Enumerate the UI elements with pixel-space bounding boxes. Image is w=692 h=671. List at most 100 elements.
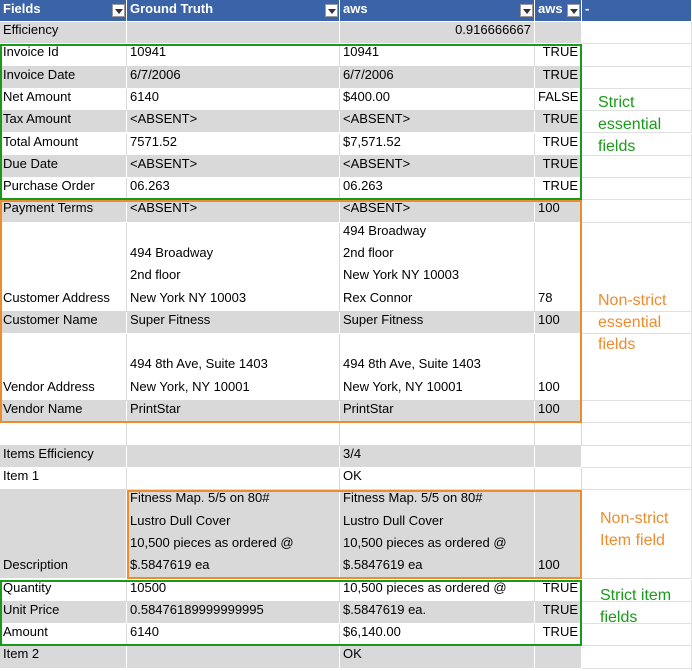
annotation-text: Strict essential fields <box>598 94 662 155</box>
cell <box>535 646 582 669</box>
cell-text: Fields <box>3 1 41 17</box>
cell-text: 100 <box>538 401 560 417</box>
cell-text: Payment Terms <box>3 200 94 216</box>
cell: 10500 <box>127 579 340 602</box>
empty-cell <box>582 22 692 45</box>
cell: OK <box>340 468 535 491</box>
cell-text: 0.916666667 <box>455 22 531 37</box>
empty-cell <box>582 334 692 402</box>
cell: Item 1 <box>0 468 127 491</box>
cell <box>127 445 340 468</box>
cell: 494 8th Ave, Suite 1403 New York, NY 100… <box>127 334 340 402</box>
cell-text: Description <box>3 557 69 573</box>
cell: <ABSENT> <box>340 111 535 134</box>
cell <box>127 646 340 669</box>
cell-text: 6/7/2006 <box>130 66 181 82</box>
cell-text: 494 Broadway 2nd floor New York NY 10003… <box>343 222 460 305</box>
cell: <ABSENT> <box>127 111 340 134</box>
cell: 100 <box>535 200 582 223</box>
cell-text: Customer Address <box>3 289 110 305</box>
cell-text: Quantity <box>3 579 52 595</box>
cell-text: $6,140.00 <box>343 624 401 640</box>
cell-text: 3/4 <box>343 445 362 461</box>
empty-cell <box>582 445 692 468</box>
cell-text: <ABSENT> <box>130 155 198 171</box>
cell-text: 10500 <box>130 579 167 595</box>
cell-text: TRUE <box>542 601 578 617</box>
cell-text: 7571.52 <box>130 133 177 149</box>
empty-cell <box>582 200 692 223</box>
cell: Fitness Map. 5/5 on 80# Lustro Dull Cove… <box>127 490 340 580</box>
annotation-box <box>0 200 582 424</box>
cell <box>535 22 582 45</box>
cell-text: Item 1 <box>3 468 40 483</box>
cell: Description <box>0 490 127 580</box>
cell: 494 8th Ave, Suite 1403 New York, NY 100… <box>340 334 535 402</box>
cell-text: TRUE <box>542 624 578 640</box>
cell: Purchase Order <box>0 178 127 201</box>
annotation-box <box>0 44 582 201</box>
cell-text: <ABSENT> <box>343 111 411 127</box>
cell: <ABSENT> <box>340 200 535 223</box>
cell-text: 0.58476189999999995 <box>130 601 264 617</box>
cell: Net Amount <box>0 88 127 112</box>
filter-button[interactable] <box>567 4 580 17</box>
cell-text: aws <box>538 1 563 17</box>
cell: 0.58476189999999995 <box>127 601 340 625</box>
cell: $7,571.52 <box>340 133 535 156</box>
cell-text: <ABSENT> <box>343 155 411 171</box>
cell-text: Due Date <box>3 155 58 171</box>
filter-button[interactable] <box>112 4 125 17</box>
filter-button[interactable] <box>520 4 533 17</box>
cell: $.5847619 ea. <box>340 601 535 625</box>
cell-text: 10941 <box>343 44 380 60</box>
empty-cell <box>582 423 692 446</box>
cell-text: 06.263 <box>130 178 170 194</box>
cell: TRUE <box>535 133 582 156</box>
cell: 7571.52 <box>127 133 340 156</box>
cell-text: aws <box>343 1 368 17</box>
empty-cell <box>582 646 692 669</box>
cell: Super Fitness <box>127 311 340 335</box>
cell-text: TRUE <box>542 178 578 194</box>
cell: $400.00 <box>340 88 535 112</box>
empty-cell <box>582 490 692 580</box>
cell: Unit Price <box>0 601 127 625</box>
annotation-text: Strict item fields <box>600 587 672 626</box>
cell-text: Super Fitness <box>343 311 424 327</box>
cell: TRUE <box>535 44 582 67</box>
cell-text: Super Fitness <box>130 311 211 327</box>
cell-text: PrintStar <box>130 401 181 417</box>
cell-text: 78 <box>538 289 553 305</box>
column-header: Ground Truth <box>127 0 340 22</box>
cell-text: 494 8th Ave, Suite 1403 New York, NY 100… <box>343 356 481 394</box>
cell: Customer Address <box>0 222 127 312</box>
cell-text: TRUE <box>542 44 578 60</box>
cell: 494 Broadway 2nd floor New York NY 10003 <box>127 222 340 312</box>
cell: <ABSENT> <box>127 200 340 223</box>
cell: 10,500 pieces as ordered @ <box>340 579 535 602</box>
cell-text: 494 8th Ave, Suite 1403 New York, NY 100… <box>130 356 268 394</box>
cell-text: Item 2 <box>3 646 40 662</box>
cell-text: Invoice Id <box>3 44 59 60</box>
cell: Quantity <box>0 579 127 602</box>
cell: Customer Name <box>0 311 127 335</box>
cell: 0.916666667 <box>340 22 535 45</box>
cell: Item 2 <box>0 646 127 669</box>
cell-text: 100 <box>538 557 560 573</box>
cell: Amount <box>0 624 127 647</box>
filter-button[interactable] <box>325 4 338 17</box>
cell-text: - <box>585 1 590 17</box>
cell <box>340 423 535 446</box>
empty-cell <box>582 178 692 201</box>
cell: FALSE <box>535 88 582 112</box>
cell-text: Unit Price <box>3 601 60 617</box>
cell-text: TRUE <box>542 111 578 127</box>
cell <box>127 22 340 45</box>
cell-text: 6140 <box>130 624 159 640</box>
cell-text: $7,571.52 <box>343 133 401 149</box>
cell-text: 6/7/2006 <box>343 66 394 82</box>
cell-text: Tax Amount <box>3 111 71 127</box>
cell: TRUE <box>535 111 582 134</box>
